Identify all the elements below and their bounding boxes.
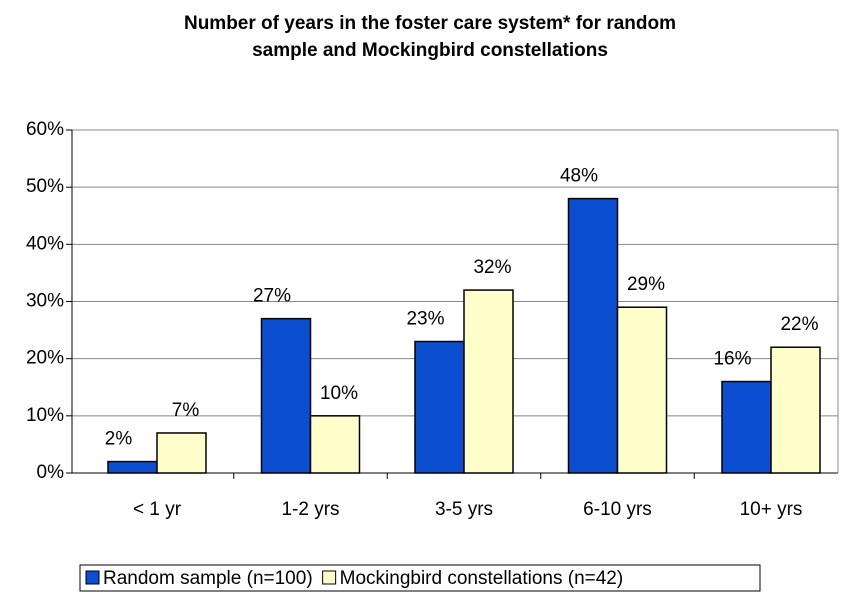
bar bbox=[156, 432, 207, 474]
bar bbox=[414, 340, 465, 474]
y-tick-label: 50% bbox=[26, 176, 64, 197]
bar bbox=[616, 306, 668, 474]
x-tick-label: 3-5 yrs bbox=[435, 499, 493, 520]
data-label: 27% bbox=[253, 286, 291, 307]
legend-swatch bbox=[322, 570, 337, 585]
data-label: 32% bbox=[473, 257, 511, 278]
y-tick-label: 30% bbox=[26, 291, 64, 312]
bar bbox=[309, 415, 361, 474]
legend-swatch bbox=[85, 570, 100, 585]
x-tick-label: 1-2 yrs bbox=[281, 499, 339, 520]
y-tick-label: 0% bbox=[37, 462, 65, 483]
legend-label: Random sample (n=100) bbox=[103, 568, 313, 589]
x-tick-label: 10+ yrs bbox=[740, 499, 803, 520]
data-label: 23% bbox=[406, 309, 444, 330]
y-tick-label: 60% bbox=[26, 119, 64, 140]
legend-label: Mockingbird constellations (n=42) bbox=[340, 568, 624, 589]
x-tick-label: 6-10 yrs bbox=[583, 499, 652, 520]
data-label: 48% bbox=[560, 166, 598, 187]
data-label: 16% bbox=[713, 349, 751, 370]
bar bbox=[463, 289, 514, 474]
y-tick-label: 40% bbox=[26, 233, 64, 254]
data-label: 7% bbox=[172, 400, 200, 421]
y-tick-label: 10% bbox=[26, 405, 64, 426]
data-label: 29% bbox=[627, 274, 665, 295]
bar bbox=[107, 460, 158, 474]
bar bbox=[260, 317, 312, 474]
legend-box bbox=[79, 564, 761, 592]
x-tick-label: < 1 yr bbox=[133, 499, 182, 520]
y-tick-label: 20% bbox=[26, 348, 64, 369]
bar bbox=[770, 346, 821, 474]
chart-title: Number of years in the foster care syste… bbox=[183, 13, 677, 61]
bar bbox=[721, 380, 772, 474]
data-label: 22% bbox=[780, 314, 818, 335]
bar bbox=[567, 197, 619, 474]
data-label: 10% bbox=[320, 383, 358, 404]
data-label: 2% bbox=[105, 429, 133, 450]
